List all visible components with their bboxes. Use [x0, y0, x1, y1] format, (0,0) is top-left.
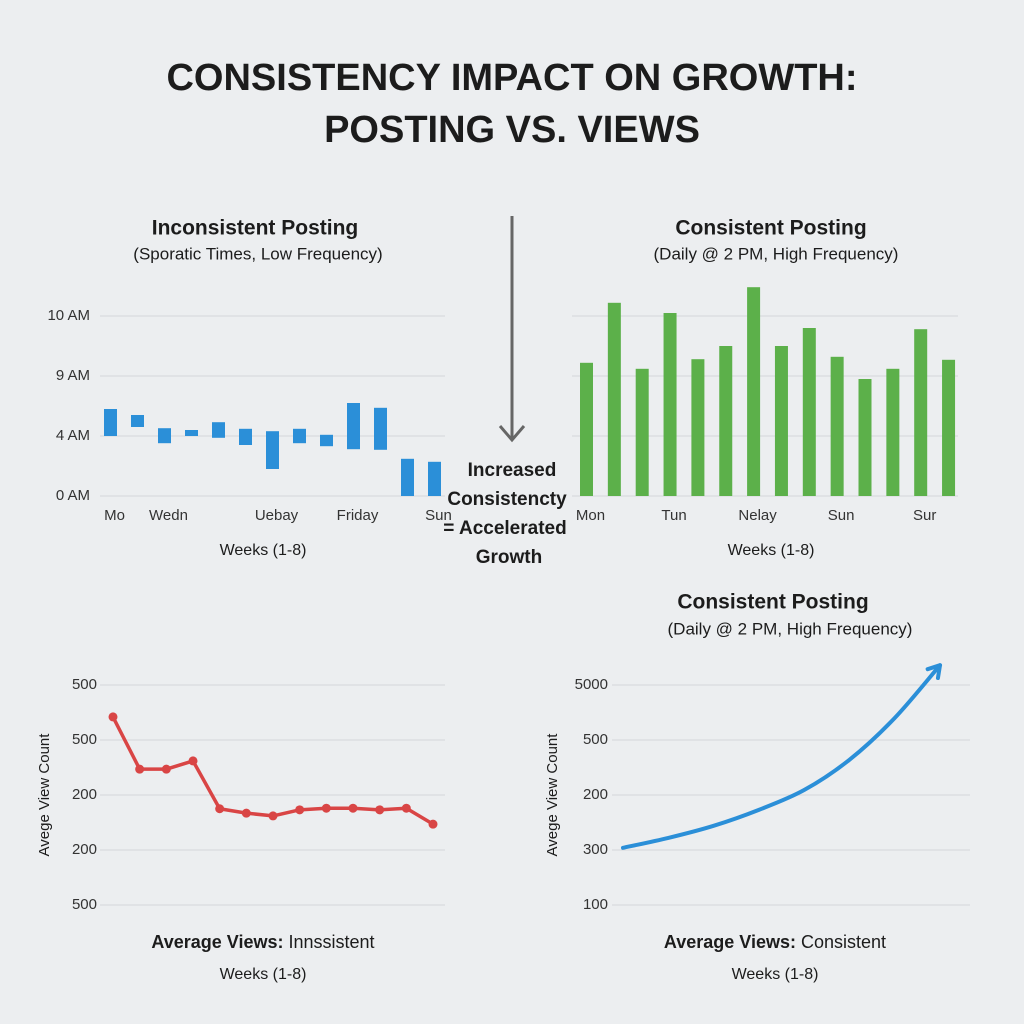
annotation-line: Growth — [476, 547, 543, 568]
x-axis-label: Weeks (1-8) — [728, 542, 815, 559]
range-bar — [158, 428, 171, 444]
range-bar — [374, 407, 387, 450]
range-bar — [266, 431, 279, 469]
chart-title: Inconsistent Posting — [152, 217, 359, 240]
x-tick-label: Tun — [661, 507, 686, 524]
x-axis-label: Weeks (1-8) — [220, 542, 307, 559]
x-axis-label: Weeks (1-8) — [732, 966, 819, 983]
annotation-line: = Accelerated — [443, 518, 566, 539]
range-bar — [239, 428, 252, 445]
bar — [607, 302, 621, 496]
x-tick-label: Sur — [913, 507, 936, 524]
title-line: CONSISTENCY IMPACT ON GROWTH: — [166, 57, 857, 99]
bar — [914, 329, 928, 496]
x-tick-label: Nelay — [738, 507, 777, 524]
y-tick-label: 500 — [72, 731, 97, 748]
chart-title: Consistent Posting — [675, 217, 866, 240]
bar — [580, 362, 593, 496]
y-tick-label: 500 — [583, 731, 608, 748]
y-tick-label: 200 — [72, 841, 97, 858]
bar — [635, 368, 649, 496]
bar — [802, 328, 816, 496]
line — [621, 663, 942, 850]
annotation-line: Increased — [468, 460, 557, 481]
point — [375, 805, 385, 815]
x-tick-label: Friday — [337, 507, 379, 524]
y-tick-label: 200 — [583, 786, 608, 803]
y-tick-label: 300 — [583, 841, 608, 858]
chart-subtitle: (Daily @ 2 PM, High Frequency) — [654, 244, 899, 263]
x-tick-label: Sun — [425, 507, 452, 524]
point — [401, 803, 411, 813]
caption: Average Views: Innssistent — [151, 932, 374, 952]
range-bar — [212, 422, 225, 438]
point — [241, 808, 251, 818]
x-tick-label: Uebay — [255, 507, 299, 524]
caption-text: Innssistent — [289, 932, 375, 952]
point — [188, 756, 198, 766]
range-bar — [347, 403, 360, 450]
range-bar — [320, 434, 333, 447]
bar — [663, 313, 677, 496]
title-line: POSTING VS. VIEWS — [324, 109, 700, 151]
arrow-head — [925, 663, 942, 681]
x-axis-label: Weeks (1-8) — [220, 966, 307, 983]
y-tick-label: 100 — [583, 896, 608, 913]
y-tick-label: 500 — [72, 896, 97, 913]
range-bar — [293, 428, 306, 444]
point — [268, 811, 278, 821]
y-axis-label: Avege View Count — [544, 733, 561, 857]
point — [348, 803, 358, 813]
chart-subtitle: (Sporatic Times, Low Frequency) — [133, 244, 382, 263]
caption-text: Consistent — [801, 932, 886, 952]
bar — [830, 356, 844, 496]
bar — [886, 368, 900, 496]
y-tick-label: 5000 — [575, 676, 608, 693]
range-bar — [185, 430, 198, 436]
range-bar — [104, 409, 117, 436]
bar — [858, 379, 872, 496]
bar — [691, 359, 705, 496]
caption: Average Views: Consistent — [664, 932, 886, 952]
y-axis-label: Avege View Count — [36, 733, 53, 857]
caption-bold: Average Views: — [664, 932, 796, 952]
y-tick-label: 10 AM — [47, 307, 90, 324]
point — [295, 805, 305, 815]
x-tick-label: Mon — [576, 507, 605, 524]
bar — [719, 346, 733, 496]
point — [321, 803, 331, 813]
y-tick-label: 4 AM — [56, 427, 90, 444]
x-tick-label: Sun — [828, 507, 855, 524]
range-bar — [401, 458, 414, 496]
point — [161, 764, 171, 774]
range-bar — [131, 415, 144, 427]
chart-subtitle: (Daily @ 2 PM, High Frequency) — [668, 619, 913, 638]
y-tick-label: 0 AM — [56, 487, 90, 504]
bar — [747, 287, 761, 496]
bar — [942, 359, 956, 496]
caption-bold: Average Views: — [151, 932, 283, 952]
point — [428, 819, 438, 829]
y-tick-label: 200 — [72, 786, 97, 803]
point — [135, 764, 145, 774]
annotation-line: Consistencty — [447, 489, 567, 510]
x-tick-label: Wedn — [149, 507, 188, 524]
point — [215, 804, 225, 814]
arrow-head — [498, 425, 526, 443]
chart-title: Consistent Posting — [677, 591, 868, 614]
y-tick-label: 500 — [72, 676, 97, 693]
y-tick-label: 9 AM — [56, 367, 90, 384]
range-bar — [428, 461, 441, 496]
point — [108, 712, 118, 722]
x-tick-label: Mo — [104, 507, 125, 524]
bar — [774, 346, 788, 496]
